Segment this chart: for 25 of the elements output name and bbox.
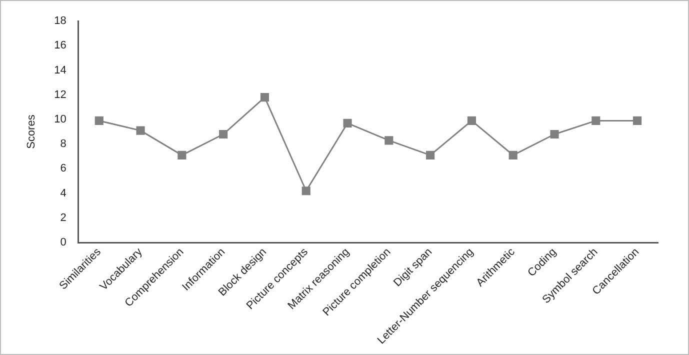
y-tick-label: 18	[54, 15, 66, 28]
point	[302, 186, 310, 196]
point	[508, 150, 518, 160]
point	[343, 118, 352, 128]
point	[136, 126, 145, 135]
y-tick-label: 12	[54, 88, 66, 101]
point	[550, 130, 559, 139]
y-tick-label: 14	[54, 64, 66, 76]
y-tick-label: 16	[54, 40, 66, 52]
point	[94, 116, 104, 125]
point	[260, 93, 270, 102]
point	[384, 136, 394, 145]
point	[467, 116, 476, 125]
point	[219, 130, 228, 139]
y-tick-label: 8	[60, 138, 66, 150]
point	[633, 116, 642, 125]
y-tick-label: 4	[60, 187, 66, 200]
point	[426, 150, 435, 160]
y-axis-title: Scores	[26, 114, 38, 149]
point	[592, 116, 600, 125]
y-tick-label: 2	[60, 212, 66, 224]
y-tick-label: 0	[60, 236, 66, 249]
y-tick-label: 6	[60, 162, 66, 175]
y-tick-label: 10	[54, 114, 66, 126]
point	[178, 150, 186, 160]
